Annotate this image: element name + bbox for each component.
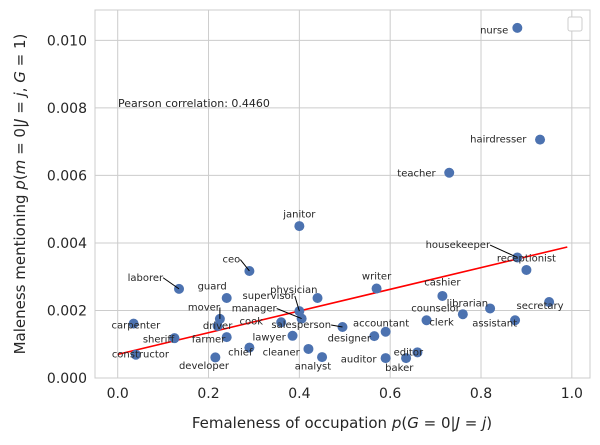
plot-background — [95, 10, 590, 378]
leader-line-manager — [276, 308, 302, 320]
x-tick-label-1-0: 1.0 — [561, 386, 583, 402]
leader-line-supervisor — [294, 295, 300, 312]
point-label-cook: cook — [239, 317, 263, 328]
x-tick-label-0-0: 0.0 — [107, 386, 129, 402]
legend-box — [567, 16, 583, 32]
point-librarian — [485, 303, 496, 314]
point-label-physician: physician — [270, 285, 317, 296]
pearson-annotation: Pearson correlation: 0.4460 — [118, 97, 270, 110]
x-tick-label-0-4: 0.4 — [288, 386, 310, 402]
point-janitor — [294, 221, 305, 232]
point-sheriff — [169, 333, 180, 344]
point-label-housekeeper: housekeeper — [426, 240, 491, 251]
point-counselor — [457, 309, 468, 320]
point-accountant — [380, 326, 391, 337]
point-clerk — [421, 315, 432, 326]
point-label-editor: editor — [394, 347, 424, 358]
point-label-ceo: ceo — [223, 255, 241, 266]
point-label-counselor: counselor — [411, 303, 461, 314]
point-receptionist — [521, 264, 532, 275]
point-analyst — [317, 352, 328, 363]
x-tick-label-0-2: 0.2 — [197, 386, 219, 402]
point-label-guard: guard — [198, 282, 227, 293]
point-label-baker: baker — [385, 363, 414, 374]
point-label-assistant: assistant — [472, 319, 517, 330]
grid-lines — [95, 10, 590, 379]
y-tick-label-0-000: 0.000 — [47, 371, 87, 387]
point-label-supervisor: supervisor — [243, 291, 296, 302]
point-label-teacher: teacher — [397, 168, 436, 179]
point-cashier — [437, 290, 448, 301]
point-auditor — [380, 353, 391, 364]
point-label-cleaner: cleaner — [263, 347, 301, 358]
point-label-chief: chief — [228, 347, 253, 358]
point-label-accountant: accountant — [353, 319, 409, 330]
x-tick-label-0-6: 0.6 — [379, 386, 401, 402]
point-cleaner — [303, 343, 314, 354]
point-label-driver: driver — [203, 321, 233, 332]
point-label-janitor: janitor — [282, 210, 316, 221]
point-nurse — [512, 22, 523, 33]
y-tick-label-0-008: 0.008 — [47, 101, 87, 117]
x-tick-label-0-8: 0.8 — [470, 386, 492, 402]
point-label-salesperson: salesperson — [271, 320, 331, 331]
point-label-secretary: secretary — [517, 301, 564, 312]
point-label-clerk: clerk — [429, 317, 454, 328]
point-chief — [244, 342, 255, 353]
y-tick-label-0-006: 0.006 — [47, 168, 87, 184]
point-guard — [221, 292, 232, 303]
point-developer — [210, 352, 221, 363]
leader-line-laborer — [162, 277, 180, 290]
point-label-developer: developer — [179, 361, 230, 372]
point-farmer — [221, 332, 232, 343]
point-label-mover: mover — [188, 302, 221, 313]
point-cook — [276, 317, 287, 328]
point-label-nurse: nurse — [480, 26, 508, 37]
point-label-receptionist: receptionist — [497, 254, 556, 265]
point-label-farmer: farmer — [192, 335, 226, 346]
point-label-carpenter: carpenter — [111, 321, 161, 332]
point-label-designer: designer — [328, 334, 372, 345]
point-label-manager: manager — [232, 303, 278, 314]
leader-line-ceo — [239, 259, 250, 272]
point-assistant — [510, 315, 521, 326]
x-axis-ticks: 0.0 0.2 0.4 0.6 0.8 1.0 — [107, 386, 583, 402]
point-driver — [212, 321, 223, 332]
point-physician — [312, 292, 323, 303]
point-constructor — [130, 349, 141, 360]
point-editor — [412, 347, 423, 358]
point-label-constructor: constructor — [112, 349, 170, 360]
point-carpenter — [128, 318, 139, 329]
point-label-librarian: librarian — [447, 298, 489, 309]
point-label-cashier: cashier — [424, 277, 461, 288]
point-label-analyst: analyst — [295, 362, 332, 373]
point-hairdresser — [535, 134, 546, 145]
y-tick-label-0-004: 0.004 — [47, 236, 87, 252]
x-axis-title: Femaleness of occupation p(G = 0|J = j) — [192, 414, 492, 432]
point-label-sheriff: sheriff — [143, 335, 176, 346]
y-axis-title: Maleness mentioning p(m = 0|J = j, G = 1… — [11, 34, 29, 355]
leader-line-salesperson — [331, 324, 343, 328]
y-axis-ticks: 0.000 0.002 0.004 0.006 0.008 0.010 — [47, 33, 87, 387]
y-tick-label-0-002: 0.002 — [47, 303, 87, 319]
point-label-hairdresser: hairdresser — [470, 134, 527, 145]
regression-line — [117, 246, 568, 356]
point-labels: nurse hairdresser teacher janitor housekeepe… — [111, 26, 563, 375]
point-label-auditor: auditor — [341, 354, 378, 365]
point-label-laborer: laborer — [128, 273, 164, 284]
y-tick-label-0-010: 0.010 — [47, 33, 87, 49]
point-writer — [371, 283, 382, 294]
point-designer — [369, 331, 380, 342]
point-teacher — [444, 167, 455, 178]
point-label-writer: writer — [362, 271, 392, 282]
point-baker — [401, 353, 412, 364]
leader-line-housekeeper — [489, 244, 518, 258]
regression-line-group — [117, 246, 568, 356]
point-secretary — [544, 297, 555, 308]
plot-frame — [94, 9, 591, 379]
point-lawyer — [287, 330, 298, 341]
point-label-lawyer: lawyer — [252, 333, 286, 344]
